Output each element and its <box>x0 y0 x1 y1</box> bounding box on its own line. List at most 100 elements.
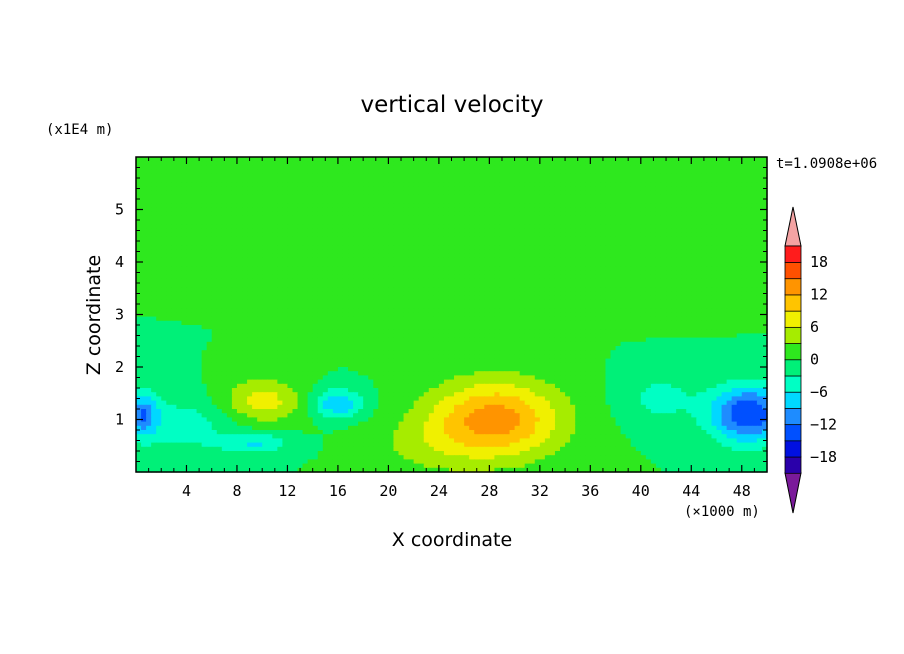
contour-cell <box>484 312 490 318</box>
contour-cell <box>610 203 617 208</box>
contour-cell <box>292 316 299 322</box>
contour-cell <box>247 312 253 318</box>
contour-cell <box>282 228 289 234</box>
contour-cell <box>433 186 440 192</box>
contour-cell <box>751 249 758 255</box>
contour-cell <box>383 224 389 229</box>
contour-cell <box>595 203 602 208</box>
contour-cell <box>373 266 379 271</box>
contour-cell <box>448 249 455 255</box>
contour-cell <box>378 262 384 267</box>
contour-cell <box>459 165 465 171</box>
contour-cell <box>696 194 702 200</box>
contour-cell <box>267 278 273 284</box>
contour-cell <box>433 283 440 288</box>
contour-cell <box>342 220 349 225</box>
contour-cell <box>469 211 475 217</box>
contour-cell <box>615 199 622 204</box>
contour-cell <box>433 241 440 246</box>
contour-cell <box>257 215 263 221</box>
contour-cell <box>610 236 617 242</box>
contour-cell <box>484 182 490 187</box>
contour-cell <box>610 165 617 171</box>
contour-cell <box>686 215 692 221</box>
contour-cell <box>156 295 162 301</box>
contour-cell <box>711 236 718 242</box>
contour-cell <box>731 262 738 267</box>
contour-cell <box>413 262 420 267</box>
contour-cell <box>252 224 258 229</box>
contour-cell <box>696 308 702 313</box>
contour-cell <box>761 304 768 309</box>
contour-cell <box>454 295 460 301</box>
contour-cell <box>575 228 581 234</box>
contour-cell <box>746 287 753 292</box>
contour-cell <box>368 308 374 313</box>
contour-cell <box>186 203 193 208</box>
contour-cell <box>206 190 213 196</box>
contour-cell <box>676 278 682 284</box>
contour-cell <box>252 245 258 250</box>
contour-cell <box>252 161 258 166</box>
contour-cell <box>398 278 405 284</box>
contour-cell <box>560 232 566 238</box>
contour-cell <box>363 270 369 276</box>
contour-cell <box>231 228 238 234</box>
contour-cell <box>277 215 283 221</box>
contour-cell <box>464 299 470 305</box>
contour-cell <box>418 287 425 292</box>
contour-cell <box>151 173 157 179</box>
contour-cell <box>236 241 243 246</box>
contour-cell <box>671 203 677 208</box>
contour-cell <box>711 312 718 318</box>
contour-cell <box>610 232 617 238</box>
contour-cell <box>494 182 501 187</box>
contour-cell <box>403 241 410 246</box>
contour-cell <box>706 320 713 326</box>
contour-cell <box>549 316 556 322</box>
contour-cell <box>353 262 359 267</box>
contour-cell <box>297 320 304 326</box>
contour-cell <box>620 211 627 217</box>
contour-cell <box>615 299 622 305</box>
contour-cell <box>191 224 198 229</box>
contour-cell <box>418 241 425 246</box>
contour-cell <box>242 320 248 326</box>
contour-cell <box>585 312 591 318</box>
contour-cell <box>342 178 349 183</box>
contour-cell <box>691 257 697 263</box>
contour-cell <box>691 199 697 204</box>
contour-cell <box>312 203 319 208</box>
contour-cell <box>726 207 733 213</box>
contour-cell <box>731 278 738 284</box>
contour-cell <box>565 236 571 242</box>
contour-cell <box>509 320 516 326</box>
contour-cell <box>307 283 314 288</box>
contour-cell <box>408 283 415 288</box>
contour-cell <box>484 157 490 162</box>
contour-cell <box>741 199 748 204</box>
contour-cell <box>373 178 379 183</box>
contour-cell <box>524 215 531 221</box>
contour-cell <box>146 211 152 217</box>
contour-cell <box>267 299 273 305</box>
contour-cell <box>166 304 172 309</box>
contour-cell <box>317 224 324 229</box>
contour-cell <box>191 207 198 213</box>
contour-cell <box>317 190 324 196</box>
contour-cell <box>635 278 642 284</box>
contour-cell <box>469 228 475 234</box>
contour-cell <box>317 304 324 309</box>
contour-cell <box>403 161 410 166</box>
contour-cell <box>216 312 223 318</box>
contour-cell <box>307 287 314 292</box>
contour-cell <box>524 295 531 301</box>
contour-cell <box>403 320 410 326</box>
contour-cell <box>615 278 622 284</box>
contour-cell <box>378 274 384 280</box>
contour-cell <box>267 253 273 259</box>
contour-cell <box>590 312 596 318</box>
contour-cell <box>428 161 435 166</box>
contour-cell <box>443 299 450 305</box>
contour-cell <box>595 178 602 183</box>
